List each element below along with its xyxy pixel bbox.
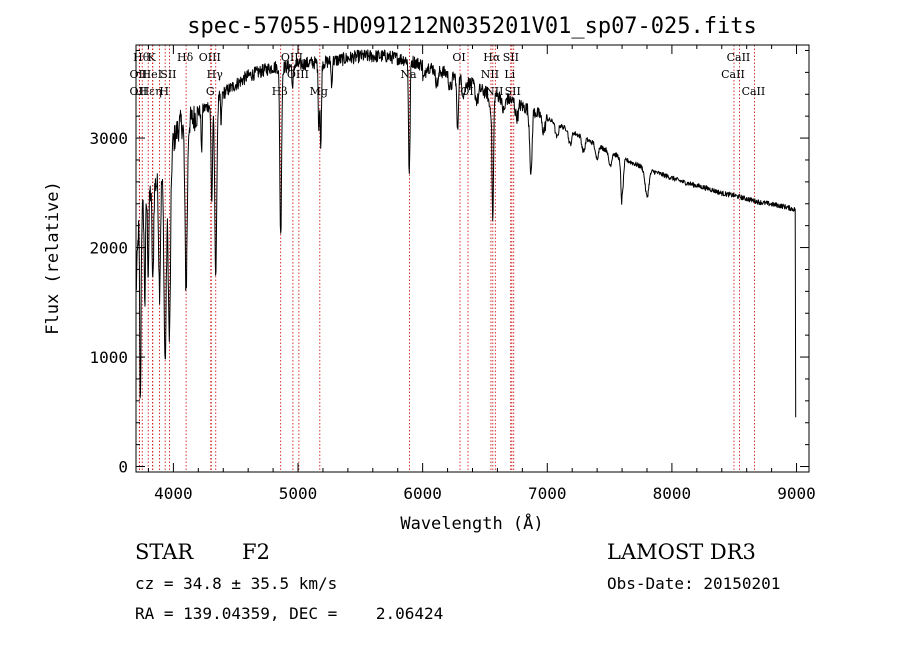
reference-line-label: OIII — [287, 68, 309, 81]
y-axis-label: Flux (relative) — [43, 181, 63, 335]
survey-name: LAMOST DR3 — [607, 540, 756, 564]
reference-line-label: SII — [505, 85, 521, 98]
reference-line-label: OII — [130, 85, 148, 98]
x-tick-label: 7000 — [528, 484, 567, 503]
redshift-cz: cz = 34.8 ± 35.5 km/s — [135, 574, 338, 593]
reference-line-label: K — [147, 51, 156, 64]
x-tick-label: 8000 — [653, 484, 692, 503]
x-tick-label: 4000 — [154, 484, 193, 503]
reference-line-label: NII — [481, 68, 499, 81]
reference-line-label: HeI — [142, 68, 162, 81]
x-axis-ticks: 4000 5000 6000 7000 8000 9000 — [147, 45, 816, 503]
y-axis-ticks: 0 1000 2000 3000 — [89, 49, 809, 477]
reference-line-label: Hδ — [177, 51, 194, 64]
reference-line-label: Hγ — [207, 68, 224, 81]
y-tick-label: 2000 — [89, 239, 128, 258]
reference-line-label: H — [159, 85, 169, 98]
reference-line-label: η — [155, 85, 162, 98]
reference-line-label: CaII — [727, 51, 751, 64]
spectrum-line — [135, 49, 797, 418]
reference-line-label: OIII — [199, 51, 221, 64]
reference-line-label: G — [206, 85, 215, 98]
reference-line-label: NII — [485, 85, 503, 98]
x-tick-label: 5000 — [279, 484, 318, 503]
reference-line-label: Hθ — [133, 51, 150, 64]
reference-line-label: SII — [160, 68, 176, 81]
reference-line-label: Hβ — [272, 85, 288, 98]
reference-line-label: Hε — [140, 85, 156, 98]
reference-line-label: Mg — [310, 85, 328, 98]
y-tick-label: 3000 — [89, 129, 128, 148]
plot-frame — [135, 44, 810, 473]
reference-line-label: OI — [460, 85, 473, 98]
reference-line-label: Na — [400, 68, 417, 81]
object-class: STAR — [135, 540, 194, 564]
x-tick-label: 6000 — [403, 484, 442, 503]
ra-dec: RA = 139.04359, DEC = 2.06424 — [135, 604, 444, 623]
reference-line-label: OII — [130, 68, 148, 81]
reference-line-label: OI — [452, 51, 465, 64]
reference-line-label: Li — [504, 68, 515, 81]
reference-line-label: OIII — [281, 51, 303, 64]
chart-title: spec-57055-HD091212N035201V01_sp07-025.f… — [187, 14, 757, 39]
y-tick-label: 0 — [118, 458, 128, 477]
x-tick-label: 9000 — [777, 484, 816, 503]
spectral-subclass: F2 — [242, 540, 270, 564]
spectrum-chart: spec-57055-HD091212N035201V01_sp07-025.f… — [43, 14, 816, 534]
reference-line-label: Hα — [483, 51, 501, 64]
reference-line-label: CaII — [721, 68, 745, 81]
reference-lines — [138, 45, 755, 472]
reference-line-label: SII — [503, 51, 519, 64]
reference-line-label: CaII — [742, 85, 766, 98]
x-axis-label: Wavelength (Å) — [400, 512, 543, 534]
observation-date: Obs-Date: 20150201 — [607, 574, 781, 593]
y-tick-label: 1000 — [89, 348, 128, 367]
